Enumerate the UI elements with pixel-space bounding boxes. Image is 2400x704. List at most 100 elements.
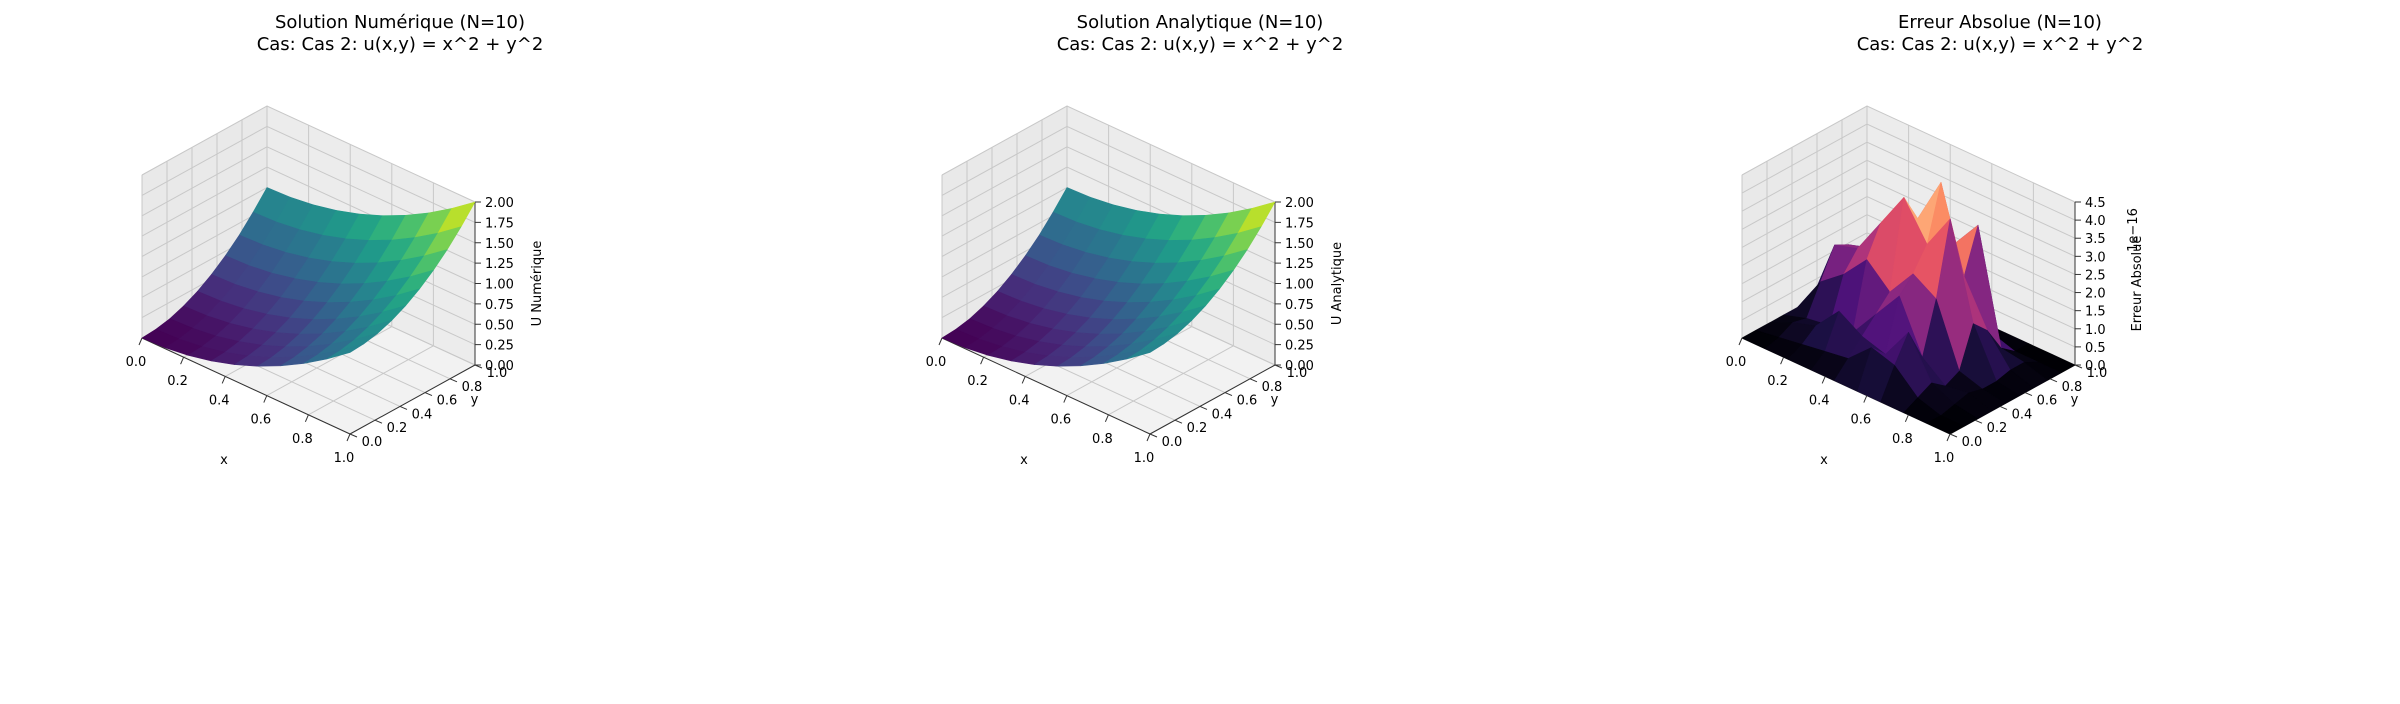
x-tick-mark: [263, 395, 268, 403]
z-tick-label: 0.50: [485, 318, 514, 333]
y-tick-mark: [349, 433, 358, 438]
z-tick-label: 0.75: [485, 298, 514, 313]
z-axis-label: Erreur Absolue: [2130, 236, 2145, 332]
gridline-z: [1741, 141, 2076, 239]
y-tick-mark: [1999, 405, 2008, 410]
title-line: Solution Analytique (N=10): [1076, 12, 1324, 33]
y-axis-line: [349, 364, 476, 435]
x-tick-mark: [1780, 357, 1785, 365]
y-tick-mark: [1174, 419, 1183, 424]
surface-plot-analytic: 0.00.20.40.60.81.00.00.20.40.60.81.00.00…: [926, 105, 1345, 468]
x-tick-label: 0.8: [1892, 432, 1913, 447]
surface-facet: [1926, 415, 1965, 435]
x-tick-label: 0.2: [1767, 374, 1788, 389]
gridline-z: [1741, 214, 2076, 312]
y-tick-mark: [449, 378, 458, 383]
y-tick-label: 0.4: [2012, 407, 2033, 422]
z-axis-label: U Numérique: [530, 241, 545, 327]
x-tick-label: 0.8: [1092, 432, 1113, 447]
y-tick-mark: [1949, 433, 1958, 438]
z-tick-label: 0.00: [1285, 359, 1314, 374]
y-tick-label: 0.8: [2062, 380, 2083, 395]
y-tick-label: 0.0: [362, 435, 383, 450]
z-tick-label: 1.5: [2085, 305, 2106, 320]
x-tick-mark: [938, 337, 943, 346]
z-tick-label: 1.0: [2085, 323, 2106, 338]
z-tick-label: 4.0: [2085, 214, 2106, 229]
y-tick-mark: [1149, 433, 1158, 438]
z-tick-label: 4.5: [2085, 196, 2106, 211]
x-tick-label: 1.0: [1134, 451, 1155, 466]
x-tick-mark: [1021, 376, 1026, 384]
panel-title: Erreur Absolue (N=10) Cas: Cas 2: u(x,y)…: [1600, 12, 2400, 56]
z-tick-label: 1.00: [485, 278, 514, 293]
z-tick-label: 1.25: [1285, 257, 1314, 272]
y-tick-label: 0.0: [1962, 435, 1983, 450]
z-tick-label: 0.25: [1285, 339, 1314, 354]
z-axis-label: U Analytique: [1330, 242, 1345, 325]
y-tick-mark: [374, 419, 383, 424]
title-line: Solution Numérique (N=10): [274, 12, 526, 33]
x-tick-label: 0.0: [1726, 355, 1747, 370]
y-tick-label: 0.8: [1262, 380, 1283, 395]
panel-numeric: Solution Numérique (N=10) Cas: Cas 2: u(…: [0, 0, 800, 700]
y-tick-label: 0.6: [2037, 394, 2058, 409]
x-tick-mark: [980, 357, 985, 365]
x-tick-label: 0.4: [1809, 393, 1830, 408]
y-tick-mark: [2049, 378, 2058, 383]
subtitle-line: Cas: Cas 2: u(x,y) = x^2 + y^2: [1856, 34, 2144, 55]
y-axis-line: [1149, 364, 1276, 435]
x-tick-mark: [1104, 414, 1109, 422]
x-tick-label: 0.0: [926, 355, 947, 370]
z-tick-label: 2.00: [1285, 196, 1314, 211]
title-line: Erreur Absolue (N=10): [1898, 12, 2102, 33]
surface-plot-numeric: 0.00.20.40.60.81.00.00.20.40.60.81.00.00…: [126, 105, 545, 468]
y-tick-mark: [1199, 405, 1208, 410]
gridline-z: [141, 105, 476, 203]
gridline-z: [1741, 196, 2076, 294]
panel-analytic: Solution Analytique (N=10) Cas: Cas 2: u…: [800, 0, 1600, 700]
y-axis-label: y: [2071, 393, 2079, 408]
x-tick-label: 0.4: [1009, 393, 1030, 408]
z-tick-label: 1.25: [485, 257, 514, 272]
x-tick-mark: [1946, 433, 1951, 442]
x-axis-label: x: [220, 453, 228, 468]
z-tick-label: 3.5: [2085, 232, 2106, 247]
x-axis-label: x: [1020, 453, 1028, 468]
gridline-z: [941, 146, 1276, 244]
x-axis-line: [141, 337, 351, 435]
panel-title: Solution Numérique (N=10) Cas: Cas 2: u(…: [0, 12, 800, 56]
y-tick-mark: [1974, 419, 1983, 424]
x-tick-mark: [1063, 395, 1068, 403]
gridline-z: [1741, 123, 2076, 221]
y-tick-mark: [424, 392, 433, 397]
z-tick-label: 2.5: [2085, 268, 2106, 283]
z-tick-label: 2.00: [485, 196, 514, 211]
z-tick-label: 2.0: [2085, 287, 2106, 302]
x-tick-label: 0.4: [209, 393, 230, 408]
y-tick-label: 0.8: [462, 380, 483, 395]
y-axis-label: y: [1271, 393, 1279, 408]
gridline-z: [1741, 232, 2076, 330]
panel-error: Erreur Absolue (N=10) Cas: Cas 2: u(x,y)…: [1600, 0, 2400, 700]
x-tick-label: 0.6: [1850, 413, 1871, 428]
z-tick-label: 1.75: [485, 216, 514, 231]
y-tick-label: 1.0: [487, 366, 508, 381]
gridline-z: [141, 125, 476, 223]
x-tick-label: 0.6: [1050, 413, 1071, 428]
z-tick-label: 0.5: [2085, 341, 2106, 356]
z-tick-label: 0.25: [485, 339, 514, 354]
z-tick-label: 0.0: [2085, 359, 2106, 374]
surface-facet: [1126, 343, 1165, 360]
y-tick-label: 1.0: [1287, 366, 1308, 381]
x-tick-mark: [221, 376, 226, 384]
x-tick-label: 0.2: [967, 374, 988, 389]
z-tick-label: 3.0: [2085, 250, 2106, 265]
surface-plot-error: 0.00.20.40.60.81.00.00.20.40.60.81.00.00…: [1726, 105, 2145, 468]
gridline-z: [1741, 105, 2076, 203]
y-tick-mark: [2024, 392, 2033, 397]
x-tick-mark: [1738, 337, 1743, 346]
x-tick-mark: [138, 337, 143, 346]
x-axis-line: [941, 337, 1151, 435]
